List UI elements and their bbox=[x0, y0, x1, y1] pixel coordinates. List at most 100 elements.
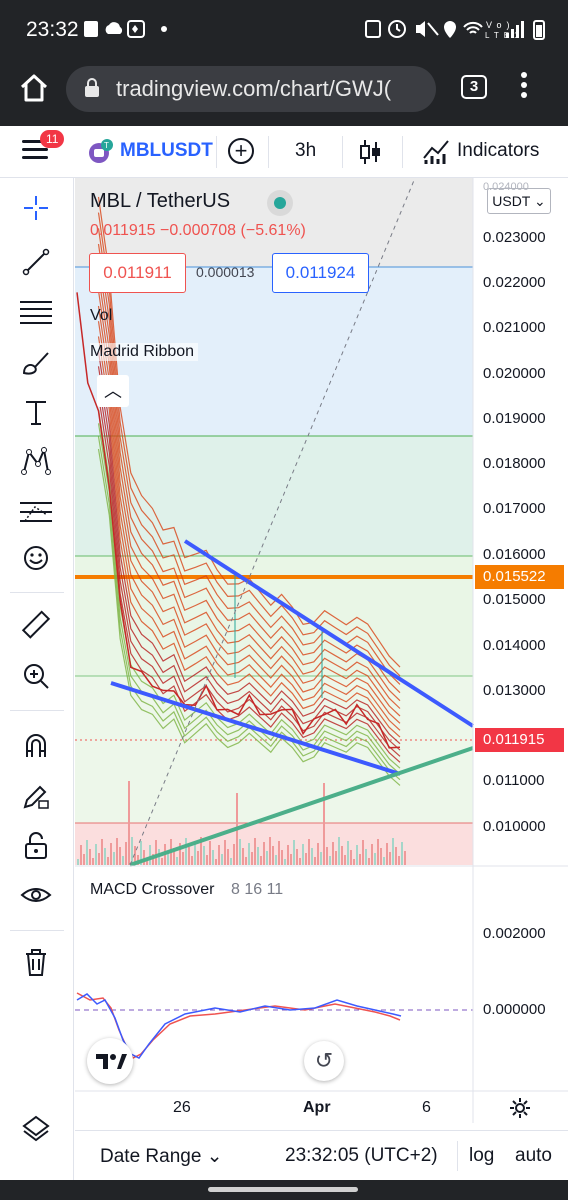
reset-chart-icon[interactable]: ↺ bbox=[304, 1041, 344, 1081]
ruler-icon[interactable] bbox=[16, 606, 56, 646]
indicators-button[interactable]: Indicators bbox=[457, 140, 540, 161]
status-bar: 23:32 Vo) LTE1 bbox=[0, 0, 568, 58]
log-scale-toggle[interactable]: log bbox=[469, 1145, 495, 1166]
volume-bar bbox=[260, 856, 262, 865]
volume-bar bbox=[398, 856, 400, 865]
currency-selector[interactable]: USDT ⌄ bbox=[487, 188, 551, 214]
url-field[interactable]: tradingview.com/chart/GWJ( bbox=[66, 66, 436, 112]
volume-bar bbox=[395, 847, 397, 865]
spread-value: 0.000013 bbox=[196, 264, 255, 280]
volume-bar bbox=[368, 858, 370, 865]
price-axis-label: 0.021000 bbox=[483, 319, 546, 336]
tab-count-button[interactable]: 3 bbox=[461, 75, 487, 99]
browser-menu-icon[interactable] bbox=[520, 70, 528, 107]
macd-line bbox=[76, 993, 402, 1059]
volume-bar bbox=[113, 852, 115, 865]
settings-icon[interactable] bbox=[508, 1096, 532, 1126]
collapse-legend-icon[interactable]: ︿ bbox=[97, 375, 129, 407]
lock-icon bbox=[84, 78, 100, 103]
browser-address-bar: tradingview.com/chart/GWJ( 3 bbox=[0, 58, 568, 126]
indicator-label-madrid-ribbon[interactable]: Madrid Ribbon bbox=[90, 343, 199, 361]
volume-bar bbox=[377, 839, 379, 865]
home-icon[interactable] bbox=[18, 72, 50, 104]
macd-indicator-title[interactable]: MACD Crossover bbox=[90, 881, 215, 898]
volume-bar bbox=[350, 850, 352, 865]
svg-text:LTE1: LTE1 bbox=[485, 31, 524, 40]
volume-bar bbox=[152, 854, 154, 865]
trash-icon[interactable] bbox=[16, 942, 56, 982]
volume-bar bbox=[116, 838, 118, 865]
drawing-toolbar bbox=[0, 178, 74, 1200]
toolbar-divider bbox=[402, 136, 403, 168]
compare-add-button[interactable]: + bbox=[228, 138, 254, 164]
text-icon[interactable] bbox=[16, 392, 56, 432]
volume-bar bbox=[332, 842, 334, 865]
indicators-icon[interactable] bbox=[422, 136, 452, 171]
volume-bar bbox=[197, 851, 199, 865]
system-nav-bar bbox=[0, 1180, 568, 1200]
trendline-icon[interactable] bbox=[16, 242, 56, 282]
volume-bar bbox=[383, 857, 385, 865]
volume-bar bbox=[143, 850, 145, 865]
volume-bar bbox=[146, 859, 148, 865]
indicator-label-vol[interactable]: Vol bbox=[90, 307, 113, 324]
tradingview-logo-icon[interactable] bbox=[87, 1038, 133, 1084]
ribbon-ma-line bbox=[97, 196, 401, 668]
volume-bar bbox=[365, 849, 367, 865]
volume-bar bbox=[362, 840, 364, 865]
candles-icon[interactable] bbox=[360, 138, 382, 172]
date-range-button[interactable]: Date Range ⌄ bbox=[100, 1146, 223, 1167]
emoji-icon[interactable] bbox=[16, 538, 56, 578]
buy-button[interactable]: 0.011924 bbox=[272, 253, 369, 293]
volume-bar bbox=[242, 848, 244, 865]
ribbon-ma-line bbox=[97, 243, 401, 694]
volume-bar bbox=[278, 841, 280, 865]
legend-symbol-title[interactable]: MBL / TetherUS bbox=[90, 190, 231, 212]
unlock-icon[interactable] bbox=[16, 826, 56, 866]
volume-bar bbox=[335, 851, 337, 865]
main-menu-icon[interactable] bbox=[22, 140, 48, 164]
volume-bar bbox=[134, 846, 136, 865]
ribbon-ma-line bbox=[97, 351, 401, 745]
home-gesture-handle[interactable] bbox=[208, 1187, 358, 1192]
lock-drawing-pencil-icon[interactable] bbox=[16, 776, 56, 816]
volume-bar bbox=[317, 843, 319, 865]
volume-bar bbox=[266, 851, 268, 865]
ribbon-ma-line bbox=[97, 290, 401, 717]
eye-icon[interactable] bbox=[16, 876, 56, 916]
price-axis-label: 0.015000 bbox=[483, 591, 546, 608]
time-axis-label: Apr bbox=[303, 1099, 331, 1116]
zoom-in-icon[interactable] bbox=[16, 656, 56, 696]
auto-scale-toggle[interactable]: auto bbox=[515, 1145, 552, 1166]
brush-icon[interactable] bbox=[16, 342, 56, 382]
volume-bar bbox=[89, 849, 91, 865]
system-icons: Vo) LTE1 bbox=[365, 20, 545, 40]
crosshair-icon[interactable] bbox=[16, 188, 56, 228]
sell-button[interactable]: 0.011911 bbox=[89, 253, 186, 293]
layers-icon[interactable] bbox=[16, 1108, 56, 1148]
volume-bar bbox=[392, 838, 394, 865]
volume-bar bbox=[251, 852, 253, 865]
pattern-icon[interactable] bbox=[16, 442, 56, 482]
volume-bar bbox=[338, 837, 340, 865]
timezone-clock[interactable]: 23:32:05 (UTC+2) bbox=[285, 1145, 438, 1166]
time-axis-label: 26 bbox=[173, 1099, 191, 1116]
volume-bar bbox=[344, 855, 346, 865]
zone-green-light bbox=[75, 556, 473, 676]
volume-bar bbox=[305, 853, 307, 865]
chart-pane[interactable] bbox=[75, 178, 568, 1123]
market-status-icon[interactable] bbox=[267, 190, 293, 216]
prediction-tools-icon[interactable] bbox=[16, 492, 56, 532]
interval-button[interactable]: 3h bbox=[295, 140, 317, 161]
magnet-icon[interactable] bbox=[16, 726, 56, 766]
price-chart[interactable] bbox=[75, 178, 568, 1123]
volume-bar bbox=[98, 853, 100, 865]
symbol-search-button[interactable]: MBLUSDT bbox=[120, 140, 213, 161]
chart-toolbar: 11 T MBLUSDT + 3h Indicators bbox=[0, 126, 568, 178]
ribbon-ma-line bbox=[97, 259, 401, 702]
volume-bar bbox=[263, 842, 265, 865]
volume-bar bbox=[320, 852, 322, 865]
price-axis-label: 0.016000 bbox=[483, 546, 546, 563]
toolbar-divider bbox=[10, 710, 64, 711]
fib-retracement-icon[interactable] bbox=[16, 292, 56, 332]
